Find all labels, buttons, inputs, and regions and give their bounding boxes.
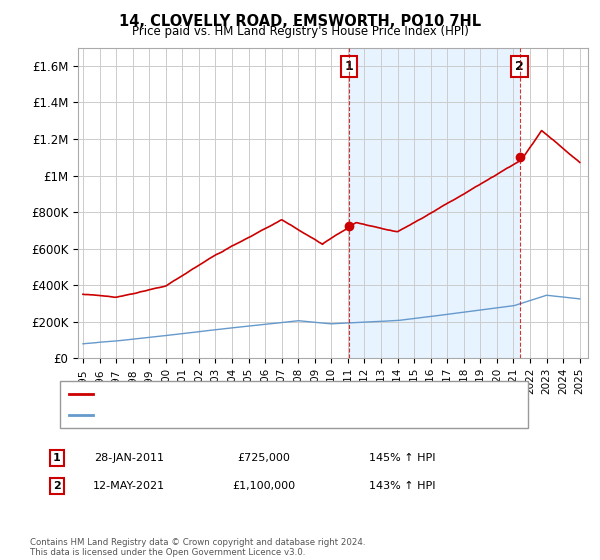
Text: Price paid vs. HM Land Registry's House Price Index (HPI): Price paid vs. HM Land Registry's House … [131,25,469,38]
Text: 1: 1 [344,60,353,73]
Text: HPI: Average price, detached house, Havant: HPI: Average price, detached house, Hava… [99,410,341,420]
Text: 145% ↑ HPI: 145% ↑ HPI [369,453,435,463]
Text: £1,100,000: £1,100,000 [232,481,296,491]
Text: 14, CLOVELLY ROAD, EMSWORTH, PO10 7HL: 14, CLOVELLY ROAD, EMSWORTH, PO10 7HL [119,14,481,29]
Text: 1: 1 [53,453,61,463]
Text: Contains HM Land Registry data © Crown copyright and database right 2024.
This d: Contains HM Land Registry data © Crown c… [30,538,365,557]
Text: £725,000: £725,000 [238,453,290,463]
Bar [349,48,520,358]
Text: 12-MAY-2021: 12-MAY-2021 [93,481,165,491]
Text: 14, CLOVELLY ROAD, EMSWORTH, PO10 7HL (detached house): 14, CLOVELLY ROAD, EMSWORTH, PO10 7HL (d… [99,389,440,399]
Text: 2: 2 [53,481,61,491]
Text: 28-JAN-2011: 28-JAN-2011 [94,453,164,463]
Text: 143% ↑ HPI: 143% ↑ HPI [369,481,435,491]
Text: 2: 2 [515,60,524,73]
